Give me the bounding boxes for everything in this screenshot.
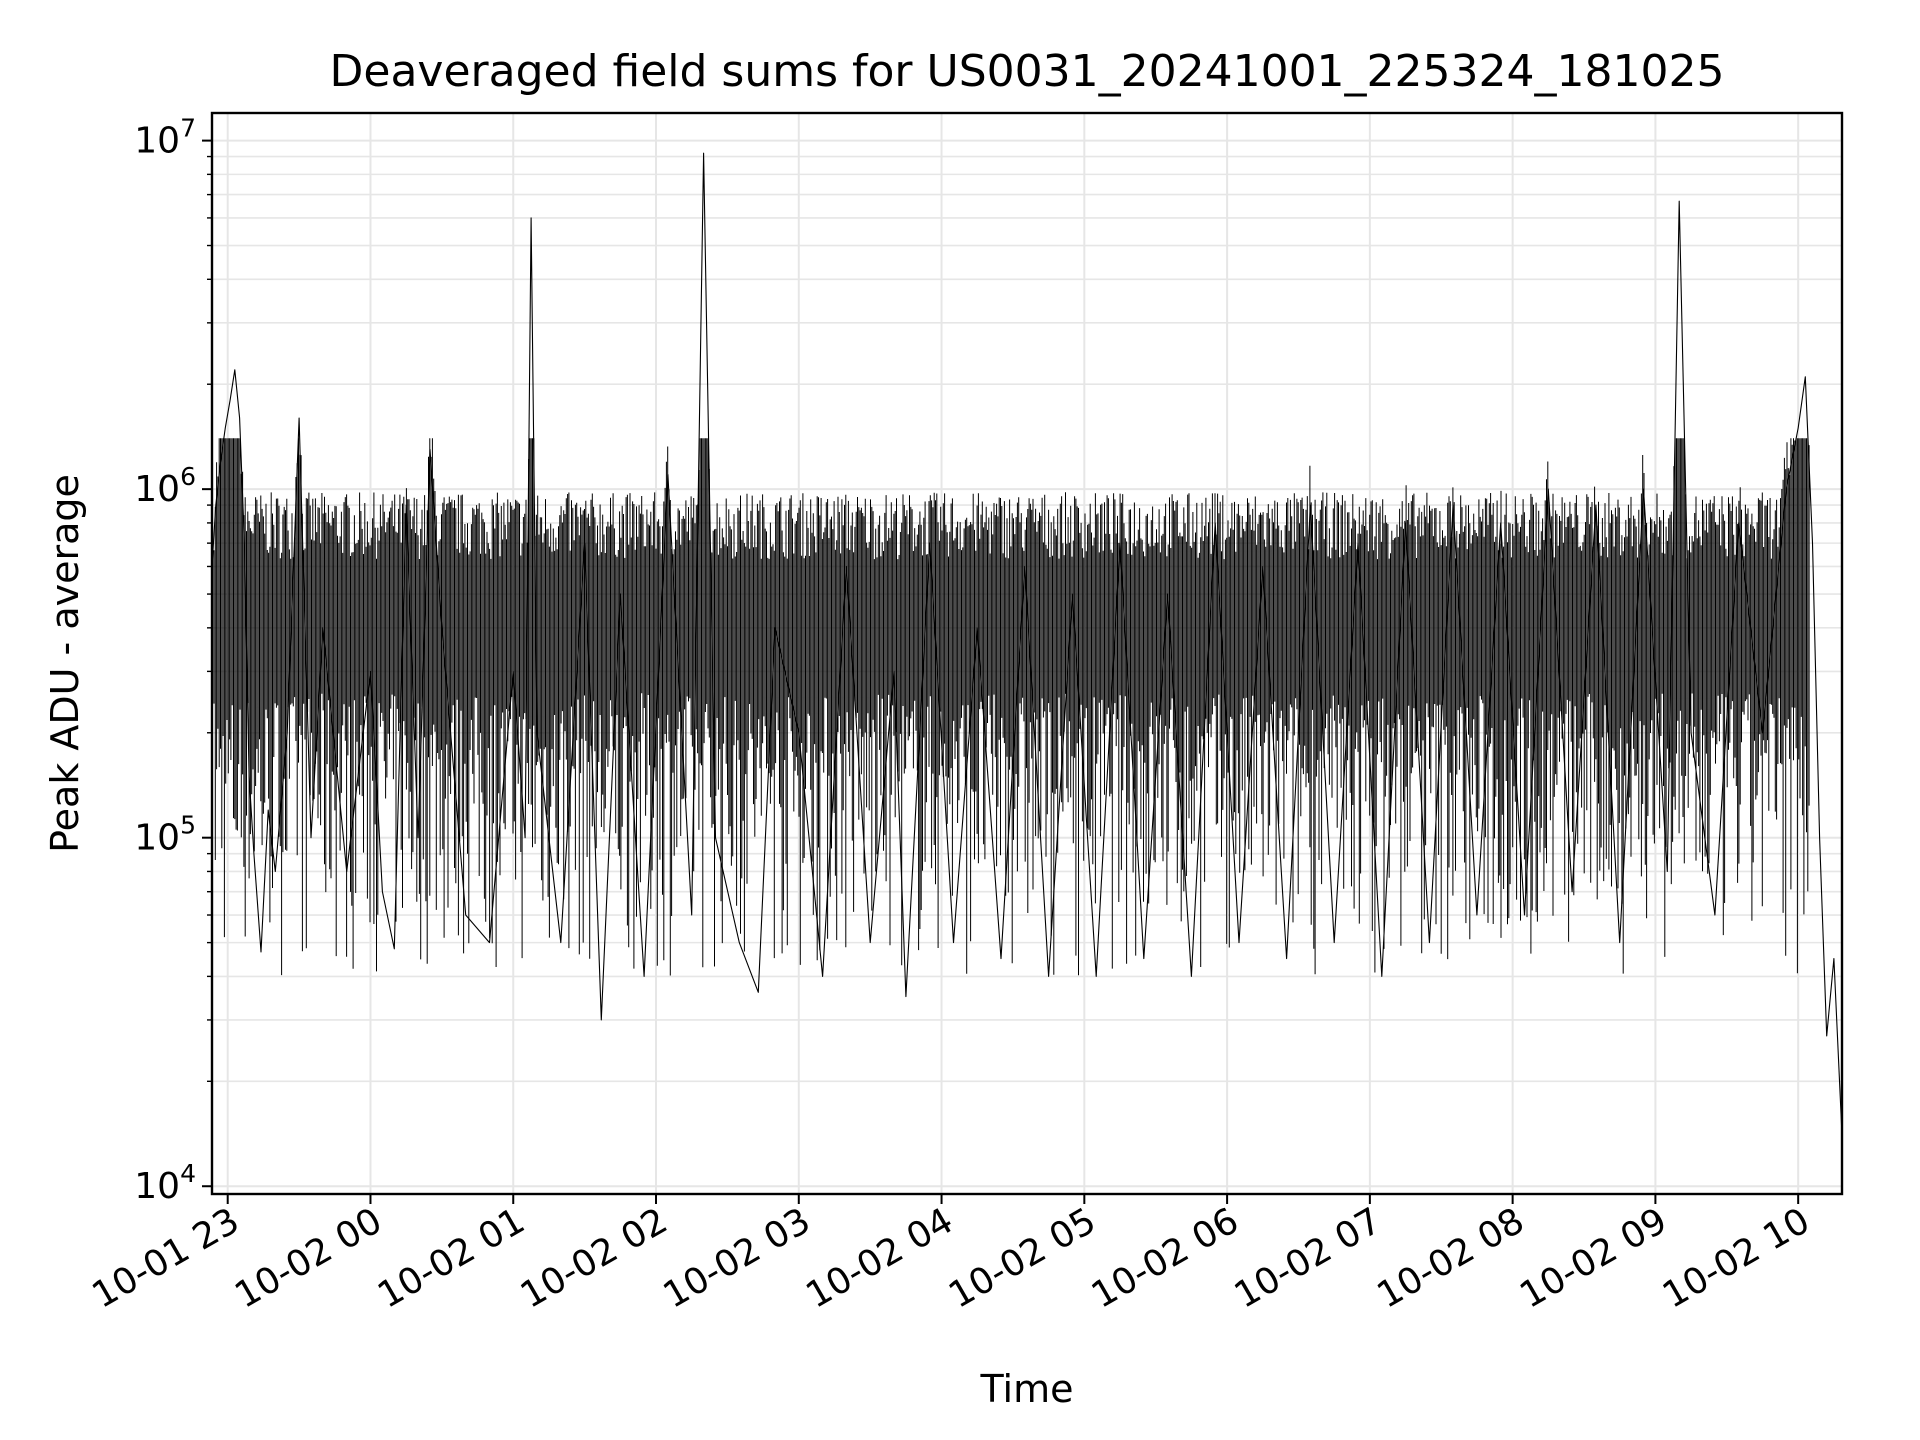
x-tick-label: 10-02 01 bbox=[371, 1200, 532, 1316]
y-axis-label: Peak ADU - average bbox=[43, 474, 87, 853]
data-band bbox=[213, 438, 1810, 976]
x-tick-label: 10-02 08 bbox=[1370, 1200, 1531, 1316]
y-tick-label: 106 bbox=[134, 462, 196, 510]
x-tick-label: 10-02 07 bbox=[1228, 1200, 1389, 1316]
x-tick-label: 10-02 02 bbox=[514, 1200, 675, 1316]
series-band-strokes bbox=[213, 438, 1810, 976]
y-tick-label: 104 bbox=[134, 1159, 196, 1207]
series-line bbox=[211, 152, 1843, 1136]
x-tick-label: 10-02 09 bbox=[1513, 1200, 1674, 1316]
x-axis-label: Time bbox=[980, 1367, 1074, 1411]
x-tick-label: 10-02 05 bbox=[942, 1200, 1103, 1316]
plot-frame bbox=[210, 111, 1844, 1196]
x-tick-label: 10-02 10 bbox=[1656, 1200, 1817, 1316]
x-tick-label: 10-02 03 bbox=[657, 1200, 818, 1316]
x-tick-label: 10-02 04 bbox=[799, 1200, 960, 1316]
x-tick-label: 10-02 06 bbox=[1085, 1200, 1246, 1316]
y-axis: 104 105 106 107 bbox=[134, 114, 212, 1207]
y-tick-label: 105 bbox=[134, 811, 196, 859]
x-tick-label: 10-01 23 bbox=[86, 1200, 247, 1316]
y-tick-label: 107 bbox=[134, 114, 196, 162]
chart-title: Deaveraged field sums for US0031_2024100… bbox=[330, 46, 1725, 97]
x-tick-label: 10-02 00 bbox=[228, 1200, 389, 1316]
